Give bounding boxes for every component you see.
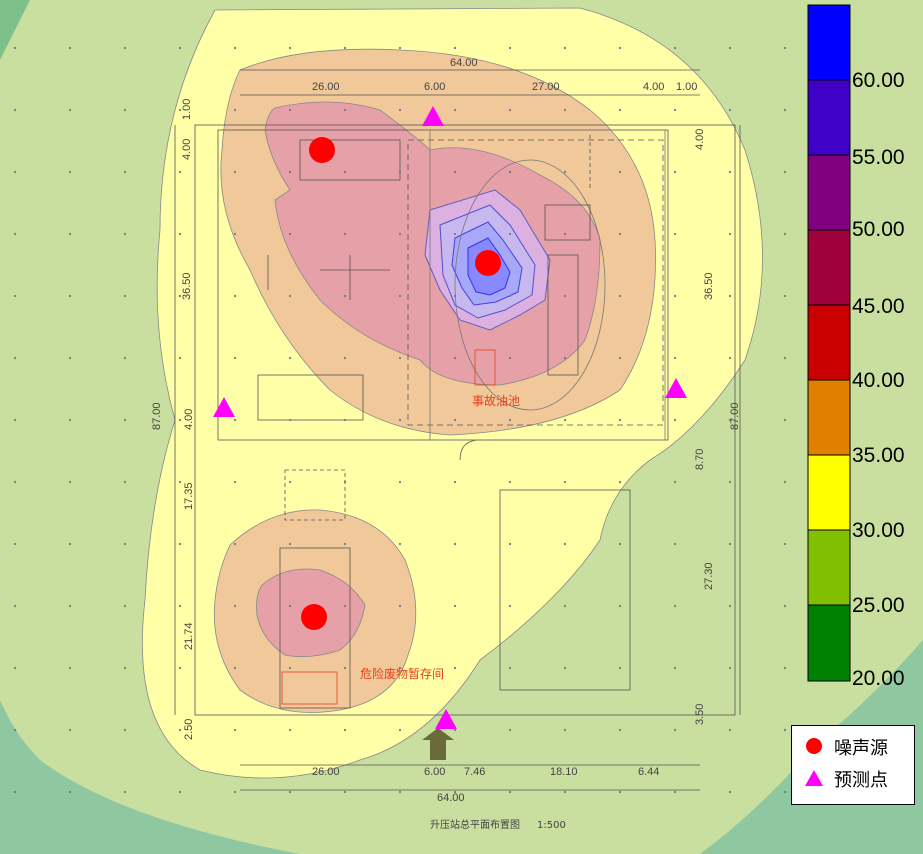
color-scale-band-4 (807, 304, 851, 381)
cb-label-20: 20.00 (852, 667, 905, 690)
dimension-label: 36.50 (703, 272, 715, 300)
color-scale-band-1 (807, 79, 851, 156)
cb-label-30: 30.00 (852, 519, 905, 542)
legend-source-label: 噪声源 (834, 738, 888, 759)
dimension-label: 18.10 (550, 766, 578, 778)
map-legend: 噪声源 预测点 (791, 725, 915, 805)
dimension-label: 8.70 (694, 449, 706, 470)
site-plan-lines (174, 69, 741, 791)
dimension-label: 4.00 (694, 129, 706, 150)
cb-label-60: 60.00 (852, 69, 905, 92)
color-scale-band-0 (807, 4, 851, 81)
dimension-label: 26.00 (312, 766, 340, 778)
noise-source-2 (475, 250, 501, 276)
dimension-label: 87.00 (729, 402, 741, 430)
hazardous-store-label: 危险废物暂存间 (360, 666, 444, 681)
dimension-label: 4.00 (181, 139, 193, 160)
dimension-label: 7.46 (464, 766, 485, 778)
legend-row-predict: 预测点 (792, 764, 916, 792)
dimension-label: 87.00 (151, 402, 163, 430)
noise-sources (301, 137, 501, 630)
oil-pool-label: 事故油池 (472, 393, 520, 408)
dimension-label: 4.00 (183, 409, 195, 430)
cb-label-40: 40.00 (852, 369, 905, 392)
dimension-label: 17.35 (183, 482, 195, 510)
dimension-label: 64.00 (450, 57, 478, 69)
dimension-label: 3.50 (694, 704, 706, 725)
dimension-label: 27.00 (532, 81, 560, 93)
cb-label-55: 55.00 (852, 146, 905, 169)
grid-dots (13, 46, 787, 794)
color-scale-band-5 (807, 379, 851, 456)
dimension-label: 6.00 (424, 766, 445, 778)
dimension-label: 6.00 (424, 81, 445, 93)
cb-label-25: 25.00 (852, 594, 905, 617)
plan-scale: 1:500 (537, 820, 566, 831)
predict-point-1 (422, 106, 444, 126)
legend-predict-label: 预测点 (834, 770, 888, 791)
color-scale-band-2 (807, 154, 851, 231)
predict-point-icon (805, 770, 823, 786)
predict-point-3 (665, 378, 687, 398)
noise-source-3 (301, 604, 327, 630)
dimension-label: 27.30 (703, 562, 715, 590)
corner-contour-tl (0, 0, 30, 60)
dimension-label: 1.00 (676, 81, 697, 93)
dimension-label: 26.00 (312, 81, 340, 93)
predict-points (213, 106, 687, 729)
color-scale-band-7 (807, 529, 851, 606)
color-scale-band-3 (807, 229, 851, 306)
dimension-label: 1.00 (181, 99, 193, 120)
dimension-label: 2.50 (183, 719, 195, 740)
noise-source-1 (309, 137, 335, 163)
dimension-label: 4.00 (643, 81, 664, 93)
dimension-label: 6.44 (638, 766, 659, 778)
legend-row-source: 噪声源 (792, 732, 916, 760)
cb-label-50: 50.00 (852, 218, 905, 241)
predict-point-4 (435, 709, 457, 729)
north-arrow-icon (422, 728, 454, 760)
dimension-label: 64.00 (437, 792, 465, 804)
cb-label-45: 45.00 (852, 295, 905, 318)
dimension-label: 21.74 (183, 622, 195, 650)
noise-source-icon (806, 738, 822, 754)
color-scale-band-8 (807, 604, 851, 682)
predict-point-2 (213, 397, 235, 417)
plan-title: 升压站总平面布置图 (430, 818, 520, 831)
cb-label-35: 35.00 (852, 444, 905, 467)
dimension-labels: 64.00 26.00 6.00 27.00 4.00 1.00 26.00 6.00 7.46… (151, 57, 741, 804)
corner-contour-bl (0, 700, 300, 854)
color-scale-bar (807, 4, 851, 682)
color-scale-band-6 (807, 454, 851, 531)
dimension-label: 36.50 (181, 272, 193, 300)
